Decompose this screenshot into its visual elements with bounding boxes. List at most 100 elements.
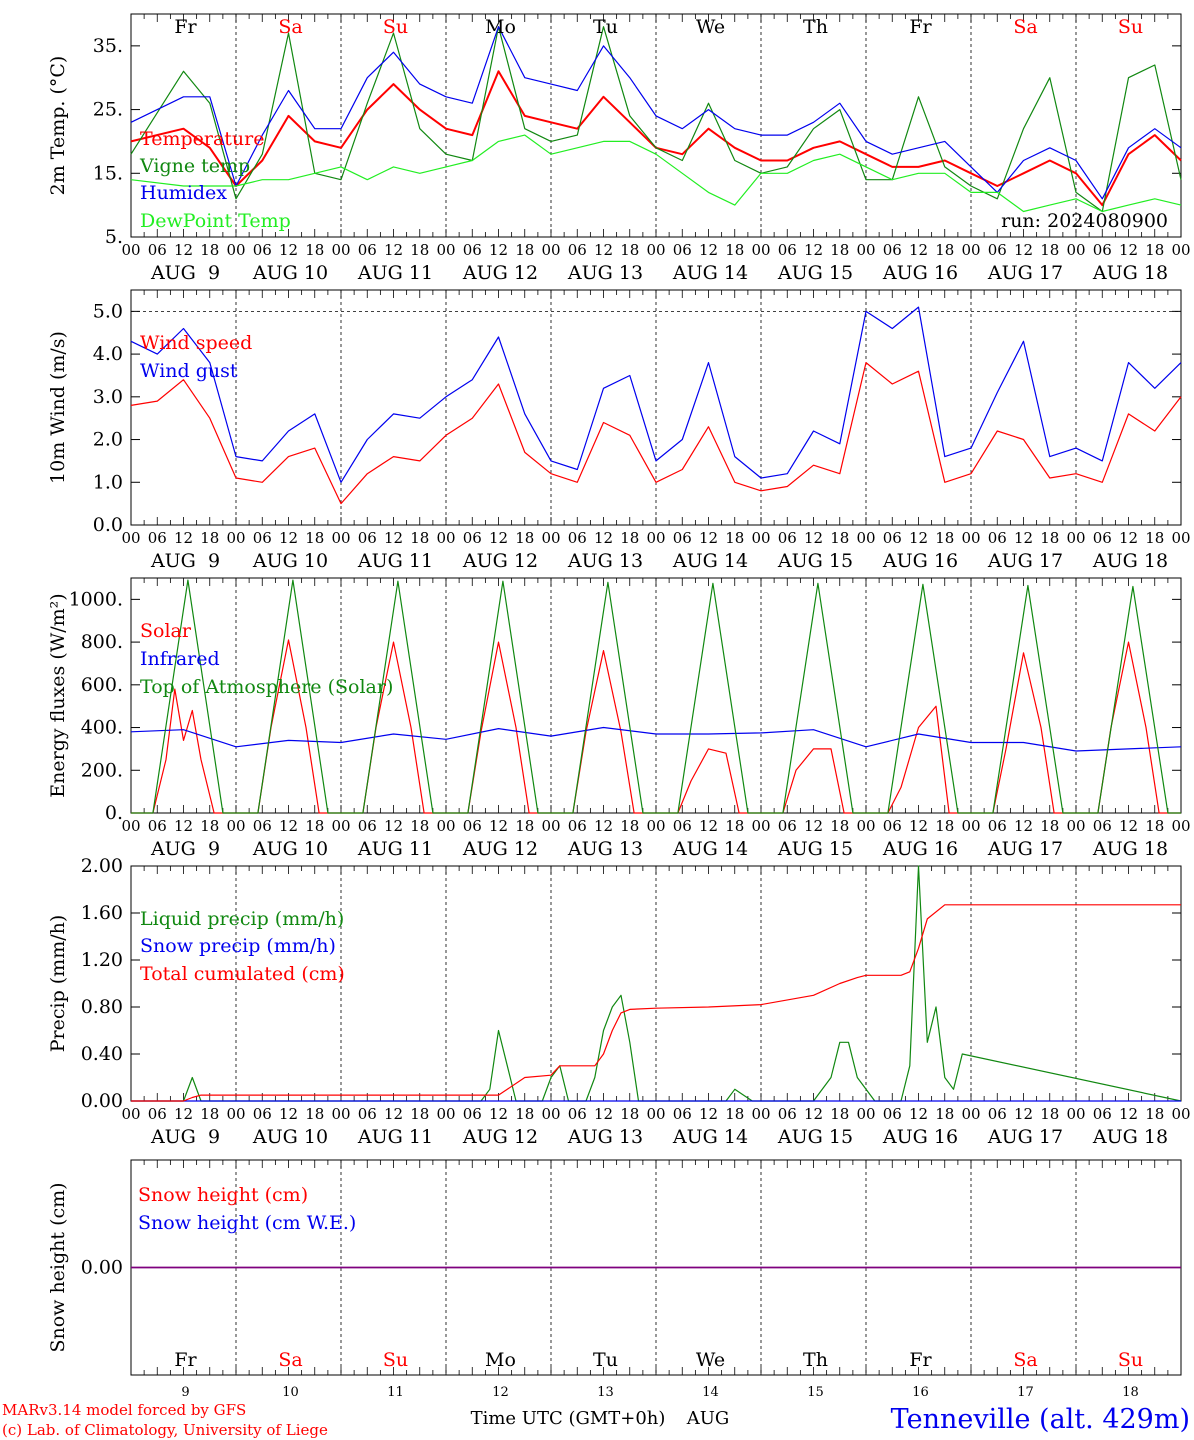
hour-label: 00 [646, 817, 665, 835]
hour-label: 06 [568, 817, 587, 835]
day-number-label: 13 [597, 1385, 614, 1400]
hour-label: 00 [1171, 1105, 1190, 1123]
hour-label: 06 [568, 529, 587, 547]
hour-label: 18 [830, 1105, 849, 1123]
hour-label: 06 [778, 817, 797, 835]
date-label: AUG 12 [462, 838, 538, 860]
hour-label: 12 [279, 817, 298, 835]
legend-dewpoint: DewPoint Temp [140, 210, 291, 232]
y-tick-label: 5. [105, 226, 123, 248]
hour-label: 18 [1040, 241, 1059, 259]
date-label: AUG 16 [882, 550, 958, 572]
hour-label: 00 [226, 241, 245, 259]
hour-label: 18 [725, 529, 744, 547]
hour-label: 06 [253, 529, 272, 547]
hour-label: 12 [384, 1105, 403, 1123]
legend-wind-gust: Wind gust [140, 360, 238, 382]
hour-label: 06 [883, 817, 902, 835]
y-tick-label: 1.60 [81, 902, 123, 924]
date-label: AUG 9 [150, 838, 220, 860]
hour-label: 00 [1171, 529, 1190, 547]
hour-label: 00 [751, 1105, 770, 1123]
day-number-label: 12 [492, 1385, 509, 1400]
weekday-label: Su [1118, 1349, 1143, 1371]
hour-label: 00 [1066, 241, 1085, 259]
hour-label: 18 [1145, 1105, 1164, 1123]
legend-energy-panel: Solar Infrared Top of Atmosphere (Solar) [140, 620, 393, 698]
y-axis-title: 2m Temp. (°C) [47, 56, 69, 196]
y-tick-label: 2.0 [93, 429, 123, 451]
hour-label: 18 [1145, 241, 1164, 259]
date-label: AUG 13 [567, 1126, 643, 1148]
hour-label: 18 [200, 529, 219, 547]
footer: MARv3.14 model forced by GFS (c) Lab. of… [2, 1401, 1190, 1439]
weekday-label: Sa [1013, 16, 1037, 38]
weekday-label: Th [803, 1349, 828, 1371]
hour-label: 06 [1093, 1105, 1112, 1123]
y-tick-label: 0.0 [93, 514, 123, 536]
hour-label: 00 [541, 1105, 560, 1123]
y-tick-label: 0.00 [81, 1257, 123, 1279]
hour-label: 18 [725, 1105, 744, 1123]
day-number-label: 9 [181, 1385, 189, 1400]
y-tick-label: 400. [81, 717, 123, 739]
legend-precip-panel: Liquid precip (mm/h) Snow precip (mm/h) … [140, 908, 345, 985]
hour-label: 06 [883, 529, 902, 547]
date-label: AUG 9 [150, 1126, 220, 1148]
hour-label: 00 [436, 241, 455, 259]
hour-label: 00 [1066, 1105, 1085, 1123]
hour-label: 12 [174, 1105, 193, 1123]
day-number-label: 18 [1122, 1385, 1139, 1400]
day-number-label: 17 [1017, 1385, 1034, 1400]
y-tick-label: 0.40 [81, 1043, 123, 1065]
hour-label: 12 [279, 1105, 298, 1123]
hour-label: 00 [856, 241, 875, 259]
series-line-3 [130, 26, 1182, 200]
legend-temperature-panel: Temperature Vigne temp Humidex DewPoint … [139, 128, 1168, 232]
chart-panel-4: 0.00 0.40 0.80 1.20 1.60 2.00 Precip (mm/h) 00 0… [47, 855, 1191, 1148]
hour-label: 06 [568, 241, 587, 259]
hour-label: 00 [751, 817, 770, 835]
series-line-2 [130, 726, 1182, 752]
hour-label: 18 [935, 529, 954, 547]
date-label: AUG 11 [357, 262, 433, 284]
hour-label: 12 [384, 241, 403, 259]
weekday-label: Th [803, 16, 828, 38]
hour-label: 00 [541, 241, 560, 259]
hour-label: 18 [830, 817, 849, 835]
chart-panel-1: 5. 15. 25. 35. 2m Temp. (°C) 00 06 12 18 00 06 12 18… [47, 13, 1191, 284]
hour-label: 06 [253, 1105, 272, 1123]
legend-wind-panel: Wind speed Wind gust [140, 332, 252, 382]
hour-label: 06 [358, 817, 377, 835]
weekday-label: Su [1118, 16, 1143, 38]
hour-label: 18 [1040, 1105, 1059, 1123]
hour-label: 12 [699, 529, 718, 547]
legend-humidex: Humidex [140, 182, 227, 204]
date-label: AUG 15 [777, 262, 853, 284]
hour-label: 18 [620, 817, 639, 835]
y-tick-label: 25. [93, 99, 123, 121]
hour-label: 12 [489, 529, 508, 547]
legend-temperature: Temperature [140, 128, 264, 150]
hour-label: 00 [226, 529, 245, 547]
hour-label: 00 [856, 529, 875, 547]
weekday-label: Tu [593, 16, 618, 38]
hour-label: 12 [1119, 241, 1138, 259]
legend-total-cumulated: Total cumulated (cm) [140, 963, 345, 985]
hour-label: 06 [148, 1105, 167, 1123]
hour-label: 12 [279, 241, 298, 259]
hour-label: 06 [1093, 817, 1112, 835]
x-axis-label: Time UTC (GMT+0h) [471, 1408, 666, 1429]
hour-label: 18 [305, 241, 324, 259]
hour-label: 18 [515, 241, 534, 259]
legend-solar: Solar [140, 620, 192, 642]
hour-label: 12 [384, 817, 403, 835]
date-label: AUG 16 [882, 838, 958, 860]
legend-infrared: Infrared [140, 648, 220, 670]
hour-label: 06 [778, 529, 797, 547]
hour-label: 06 [1093, 529, 1112, 547]
hour-label: 06 [883, 1105, 902, 1123]
hour-label: 00 [436, 529, 455, 547]
hour-label: 18 [725, 241, 744, 259]
hour-label: 00 [961, 1105, 980, 1123]
